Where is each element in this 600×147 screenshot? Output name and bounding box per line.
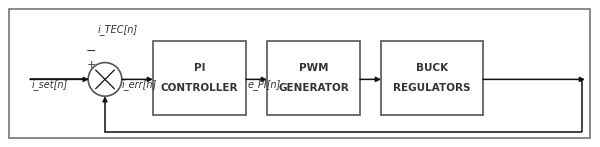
Text: GENERATOR: GENERATOR	[278, 83, 349, 93]
Text: BUCK: BUCK	[416, 63, 448, 73]
Bar	[381, 41, 483, 115]
Text: i_err[n]: i_err[n]	[121, 79, 157, 90]
Text: PI: PI	[194, 63, 205, 73]
Bar	[267, 41, 360, 115]
Text: i_set[n]: i_set[n]	[31, 79, 67, 90]
Text: i_TEC[n]: i_TEC[n]	[98, 24, 138, 35]
Text: CONTROLLER: CONTROLLER	[161, 83, 238, 93]
Text: +: +	[86, 60, 96, 70]
Text: REGULATORS: REGULATORS	[393, 83, 471, 93]
Text: PWM: PWM	[299, 63, 328, 73]
Text: e_PI[n]: e_PI[n]	[248, 79, 281, 90]
Text: −: −	[86, 45, 97, 58]
Bar	[153, 41, 246, 115]
Bar	[9, 9, 590, 138]
